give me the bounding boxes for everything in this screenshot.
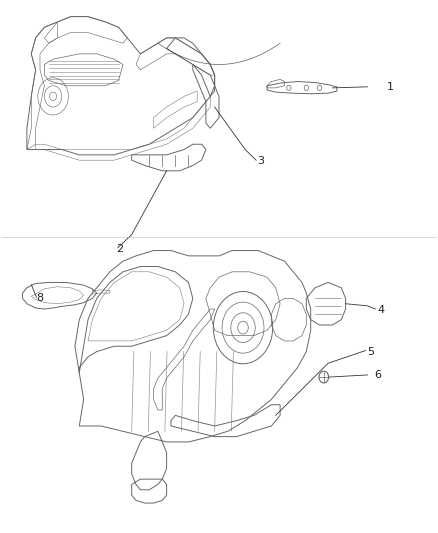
Text: 2: 2 [117, 244, 124, 254]
Text: 8: 8 [36, 293, 44, 303]
Text: 1: 1 [387, 82, 394, 92]
Text: 5: 5 [367, 346, 374, 357]
Text: 4: 4 [377, 305, 384, 315]
Text: 6: 6 [374, 370, 381, 381]
Text: 3: 3 [258, 156, 265, 166]
